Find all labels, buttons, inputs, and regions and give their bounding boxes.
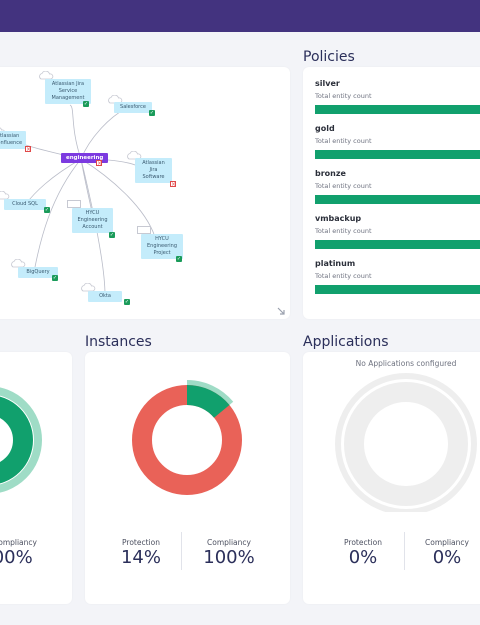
graph-node-7[interactable]: BigQuery bbox=[18, 267, 58, 278]
policies-title: Policies bbox=[303, 49, 355, 65]
applications-title: Applications bbox=[303, 334, 389, 350]
applications-donut bbox=[335, 373, 477, 512]
graph-node-0[interactable]: Atlassian Jira Service Management bbox=[45, 79, 91, 104]
cloud-icon bbox=[127, 151, 142, 160]
policy-item-gold[interactable]: gold Total entity count bbox=[315, 124, 480, 145]
policy-item-bronze[interactable]: bronze Total entity count bbox=[315, 169, 480, 190]
policy-item-platinum[interactable]: platinum Total entity count bbox=[315, 259, 480, 280]
cloud-icon bbox=[81, 283, 96, 292]
policy-subtitle: Total entity count bbox=[315, 137, 372, 145]
applications-panel: No Applications configured Protection 0%… bbox=[303, 352, 480, 604]
policy-name: gold bbox=[315, 124, 335, 133]
cloud-icon bbox=[0, 191, 10, 200]
status-ok-icon: ✓ bbox=[83, 101, 89, 107]
instances-protection-label: Protection bbox=[122, 538, 160, 547]
applications-empty-message: No Applications configured bbox=[355, 359, 457, 368]
graph-node-8[interactable]: Okta bbox=[88, 291, 122, 302]
server-icon bbox=[67, 200, 81, 208]
left-donut bbox=[0, 387, 42, 493]
graph-node-3[interactable]: Atlassian Jira Software bbox=[135, 158, 172, 183]
cloud-icon bbox=[108, 95, 123, 104]
status-ok-icon: ✓ bbox=[149, 110, 155, 116]
graph-node-2[interactable]: Atlassian Confluence bbox=[0, 131, 26, 149]
applications-compliancy-label: Compliancy bbox=[425, 538, 469, 547]
cloud-icon bbox=[39, 71, 54, 80]
policy-bar-vmbackup bbox=[315, 240, 480, 249]
graph-node-6[interactable]: HYCU Engineering Project bbox=[141, 234, 183, 259]
applications-protection-value: 0% bbox=[348, 547, 378, 568]
policy-bar-platinum bbox=[315, 285, 480, 294]
graph-node-4[interactable]: Cloud SQL bbox=[4, 199, 46, 210]
status-error-icon: × bbox=[96, 160, 103, 167]
compliance-ring bbox=[127, 380, 247, 500]
status-ok-icon: ✓ bbox=[124, 299, 130, 305]
left-summary-card: Compliancy 100% bbox=[0, 352, 72, 604]
status-ok-icon: ✓ bbox=[109, 232, 115, 238]
left-compliancy-label: Compliancy bbox=[0, 538, 37, 547]
status-ok-icon: ✓ bbox=[44, 207, 50, 213]
status-error-icon: × bbox=[170, 181, 177, 188]
instances-protection-value: 14% bbox=[120, 547, 161, 568]
applications-protection-label: Protection bbox=[344, 538, 382, 547]
policy-subtitle: Total entity count bbox=[315, 182, 372, 190]
graph-node-5[interactable]: HYCU Engineering Account bbox=[72, 208, 113, 233]
policy-bar-gold bbox=[315, 150, 480, 159]
top-bar bbox=[0, 0, 480, 32]
instances-donut bbox=[127, 380, 247, 500]
applications-compliancy-value: 0% bbox=[432, 547, 462, 568]
policies-panel: silver Total entity count gold Total ent… bbox=[303, 67, 480, 319]
stat-divider bbox=[404, 532, 405, 570]
policy-name: silver bbox=[315, 79, 340, 88]
server-icon bbox=[137, 226, 151, 234]
instances-compliancy-label: Compliancy bbox=[207, 538, 251, 547]
instances-compliancy-value: 100% bbox=[203, 547, 255, 568]
protected-segment bbox=[132, 385, 242, 495]
policy-subtitle: Total entity count bbox=[315, 92, 372, 100]
status-ok-icon: ✓ bbox=[52, 275, 58, 281]
instances-panel: Protection 14% Compliancy 100% bbox=[85, 352, 290, 604]
policy-item-vmbackup[interactable]: vmbackup Total entity count bbox=[315, 214, 480, 235]
policy-name: bronze bbox=[315, 169, 346, 178]
policy-name: platinum bbox=[315, 259, 356, 268]
policy-item-silver[interactable]: silver Total entity count bbox=[315, 79, 480, 100]
policy-bar-silver bbox=[315, 105, 480, 114]
status-error-icon: × bbox=[25, 146, 32, 153]
policy-bar-bronze bbox=[315, 195, 480, 204]
graph-root-node[interactable]: engineering bbox=[61, 153, 109, 163]
status-ok-icon: ✓ bbox=[176, 256, 182, 262]
stat-divider bbox=[181, 532, 182, 570]
expand-icon[interactable] bbox=[277, 307, 285, 315]
cloud-icon bbox=[11, 259, 26, 268]
entity-graph-panel: Atlassian Jira Service Management ✓ Sale… bbox=[0, 67, 290, 319]
policy-subtitle: Total entity count bbox=[315, 227, 372, 235]
graph-node-1[interactable]: Salesforce bbox=[114, 102, 152, 113]
policy-subtitle: Total entity count bbox=[315, 272, 372, 280]
policy-name: vmbackup bbox=[315, 214, 362, 223]
left-compliancy-value: 100% bbox=[0, 547, 33, 568]
instances-title: Instances bbox=[85, 334, 152, 350]
